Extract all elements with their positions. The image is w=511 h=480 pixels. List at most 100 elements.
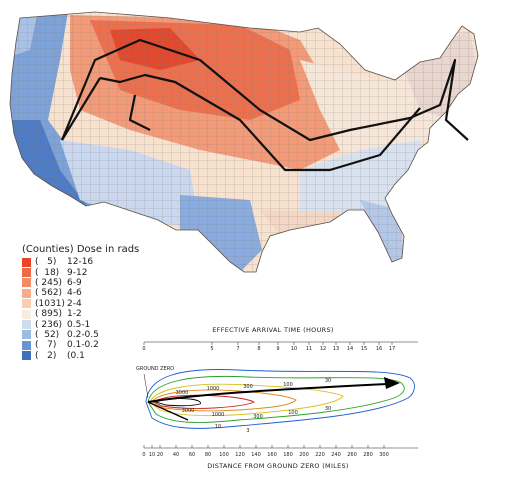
bottom-tick-label: 300 (379, 452, 389, 458)
legend-range: 9-12 (67, 267, 88, 278)
legend-swatch (22, 299, 31, 309)
top-tick-label: 0 (142, 346, 145, 352)
contour-value-label: 30 (325, 378, 331, 384)
legend-count: ( 895) (35, 309, 63, 320)
bottom-tick-label: 100 (219, 452, 229, 458)
legend-item: ( 5) 12-16 (22, 257, 162, 267)
bottom-tick-label: 200 (299, 452, 309, 458)
bottom-tick-label: 280 (363, 452, 373, 458)
legend-range: 0.5-1 (67, 319, 91, 330)
contour-labels: 3000 1000 300 100 30 3000 1000 300 100 30 10 3 (176, 378, 332, 434)
top-tick-label: 16 (376, 346, 382, 352)
legend-swatch (22, 340, 31, 350)
top-axis-title: EFFECTIVE ARRIVAL TIME (HOURS) (212, 326, 333, 334)
fallout-pattern-diagram: EFFECTIVE ARRIVAL TIME (HOURS) 0 5 7 8 9 10 11… (118, 322, 434, 472)
fallout-contours (145, 369, 415, 429)
plume-arrowhead (384, 377, 400, 389)
top-tick-label: 15 (361, 346, 367, 352)
legend-item: ( 245) 6-9 (22, 278, 162, 288)
legend-count: ( 5) (35, 257, 57, 268)
legend-rows: ( 5) 12-16 ( 18) 9-12 ( 245) 6-9 ( 562) 4-6 (103… (22, 257, 162, 361)
legend-swatch (22, 288, 31, 298)
fallout-dose-map (9, 11, 479, 273)
top-tick-label: 5 (210, 346, 213, 352)
contour-value-label: 300 (243, 384, 253, 390)
bottom-axis-title: DISTANCE FROM GROUND ZERO (MILES) (207, 462, 349, 470)
contour-value-label: 3000 (176, 390, 189, 396)
bottom-tick-label: 40 (173, 452, 179, 458)
top-tick-label: 7 (236, 346, 239, 352)
legend-item: ( 18) 9-12 (22, 267, 162, 278)
top-tick-label: 12 (320, 346, 326, 352)
bottom-tick-label: 0 (142, 452, 145, 458)
contour-value-label: 10 (215, 424, 221, 430)
bottom-axis-ticks: 0 10 20 40 60 80 100 120 140 160 180 200 220 240 260 28… (142, 445, 389, 458)
top-axis-ticks: 0 5 7 8 9 10 11 12 13 14 15 16 17 (142, 342, 395, 352)
top-tick-label: 9 (276, 346, 279, 352)
legend-count: ( 236) (35, 319, 63, 330)
bottom-tick-label: 20 (157, 452, 163, 458)
contour-value-label: 30 (325, 406, 331, 412)
legend-swatch (22, 320, 31, 330)
legend-swatch (22, 268, 31, 278)
legend-count: ( 7) (35, 340, 57, 351)
legend-range: 1-2 (67, 309, 82, 320)
contour-value-label: 3000 (182, 408, 195, 414)
contour-value-label: 100 (288, 410, 298, 416)
contour-300 (153, 394, 256, 409)
top-tick-label: 14 (347, 346, 353, 352)
bottom-tick-label: 120 (235, 452, 245, 458)
contour-value-label: 3 (246, 428, 249, 434)
bottom-tick-label: 180 (283, 452, 293, 458)
legend-title: (Counties) Dose in rads (22, 244, 140, 255)
top-tick-label: 11 (306, 346, 312, 352)
legend-swatch (22, 257, 31, 267)
contour-value-label: 100 (283, 382, 293, 388)
legend-count: ( 52) (35, 329, 60, 340)
contour-30 (149, 383, 344, 417)
plume-arrow (147, 383, 389, 403)
legend-item: ( 895) 1-2 (22, 309, 162, 319)
dose-legend: (Counties) Dose in rads ( 5) 12-16 ( 18) 9-… (22, 244, 162, 361)
top-tick-label: 13 (333, 346, 339, 352)
legend-count: (1031) (35, 298, 65, 309)
legend-swatch (22, 309, 31, 319)
plume-lower-arrow (147, 401, 189, 421)
legend-range: 12-16 (67, 257, 94, 268)
bottom-tick-label: 60 (189, 452, 195, 458)
contour-100 (151, 389, 297, 412)
legend-range: 6-9 (67, 277, 82, 288)
legend-range: 4-6 (67, 288, 82, 299)
bottom-tick-label: 240 (331, 452, 341, 458)
legend-range: 0.1-0.2 (67, 340, 99, 351)
legend-item: ( 236) 0.5-1 (22, 319, 162, 330)
legend-item: ( 562) 4-6 (22, 288, 162, 298)
legend-count: ( 245) (35, 277, 63, 288)
legend-swatch (22, 330, 31, 340)
contour-value-label: 1000 (207, 386, 220, 392)
legend-range: (0.1 (67, 350, 85, 361)
legend-item: (1031) 2-4 (22, 299, 162, 309)
legend-count: ( 562) (35, 288, 63, 299)
legend-item: ( 2) (0.1 (22, 351, 162, 361)
bottom-tick-label: 260 (347, 452, 357, 458)
contour-3 (145, 369, 415, 429)
bottom-tick-label: 140 (251, 452, 261, 458)
legend-item: ( 7) 0.1-0.2 (22, 340, 162, 350)
top-tick-label: 10 (291, 346, 297, 352)
legend-range: 0.2-0.5 (67, 329, 99, 340)
fallout-trajectory-lines (60, 38, 469, 172)
bottom-tick-label: 10 (149, 452, 155, 458)
contour-value-label: 1000 (212, 412, 225, 418)
bottom-tick-label: 80 (205, 452, 211, 458)
legend-count: ( 2) (35, 350, 57, 361)
ground-zero-label: GROUND ZERO (136, 366, 174, 372)
legend-swatch (22, 351, 31, 361)
legend-range: 2-4 (67, 298, 82, 309)
legend-item: ( 52) 0.2-0.5 (22, 330, 162, 340)
top-tick-label: 17 (389, 346, 395, 352)
legend-count: ( 18) (35, 267, 60, 278)
contour-value-label: 300 (253, 414, 263, 420)
top-tick-label: 8 (257, 346, 260, 352)
bottom-tick-label: 160 (267, 452, 277, 458)
